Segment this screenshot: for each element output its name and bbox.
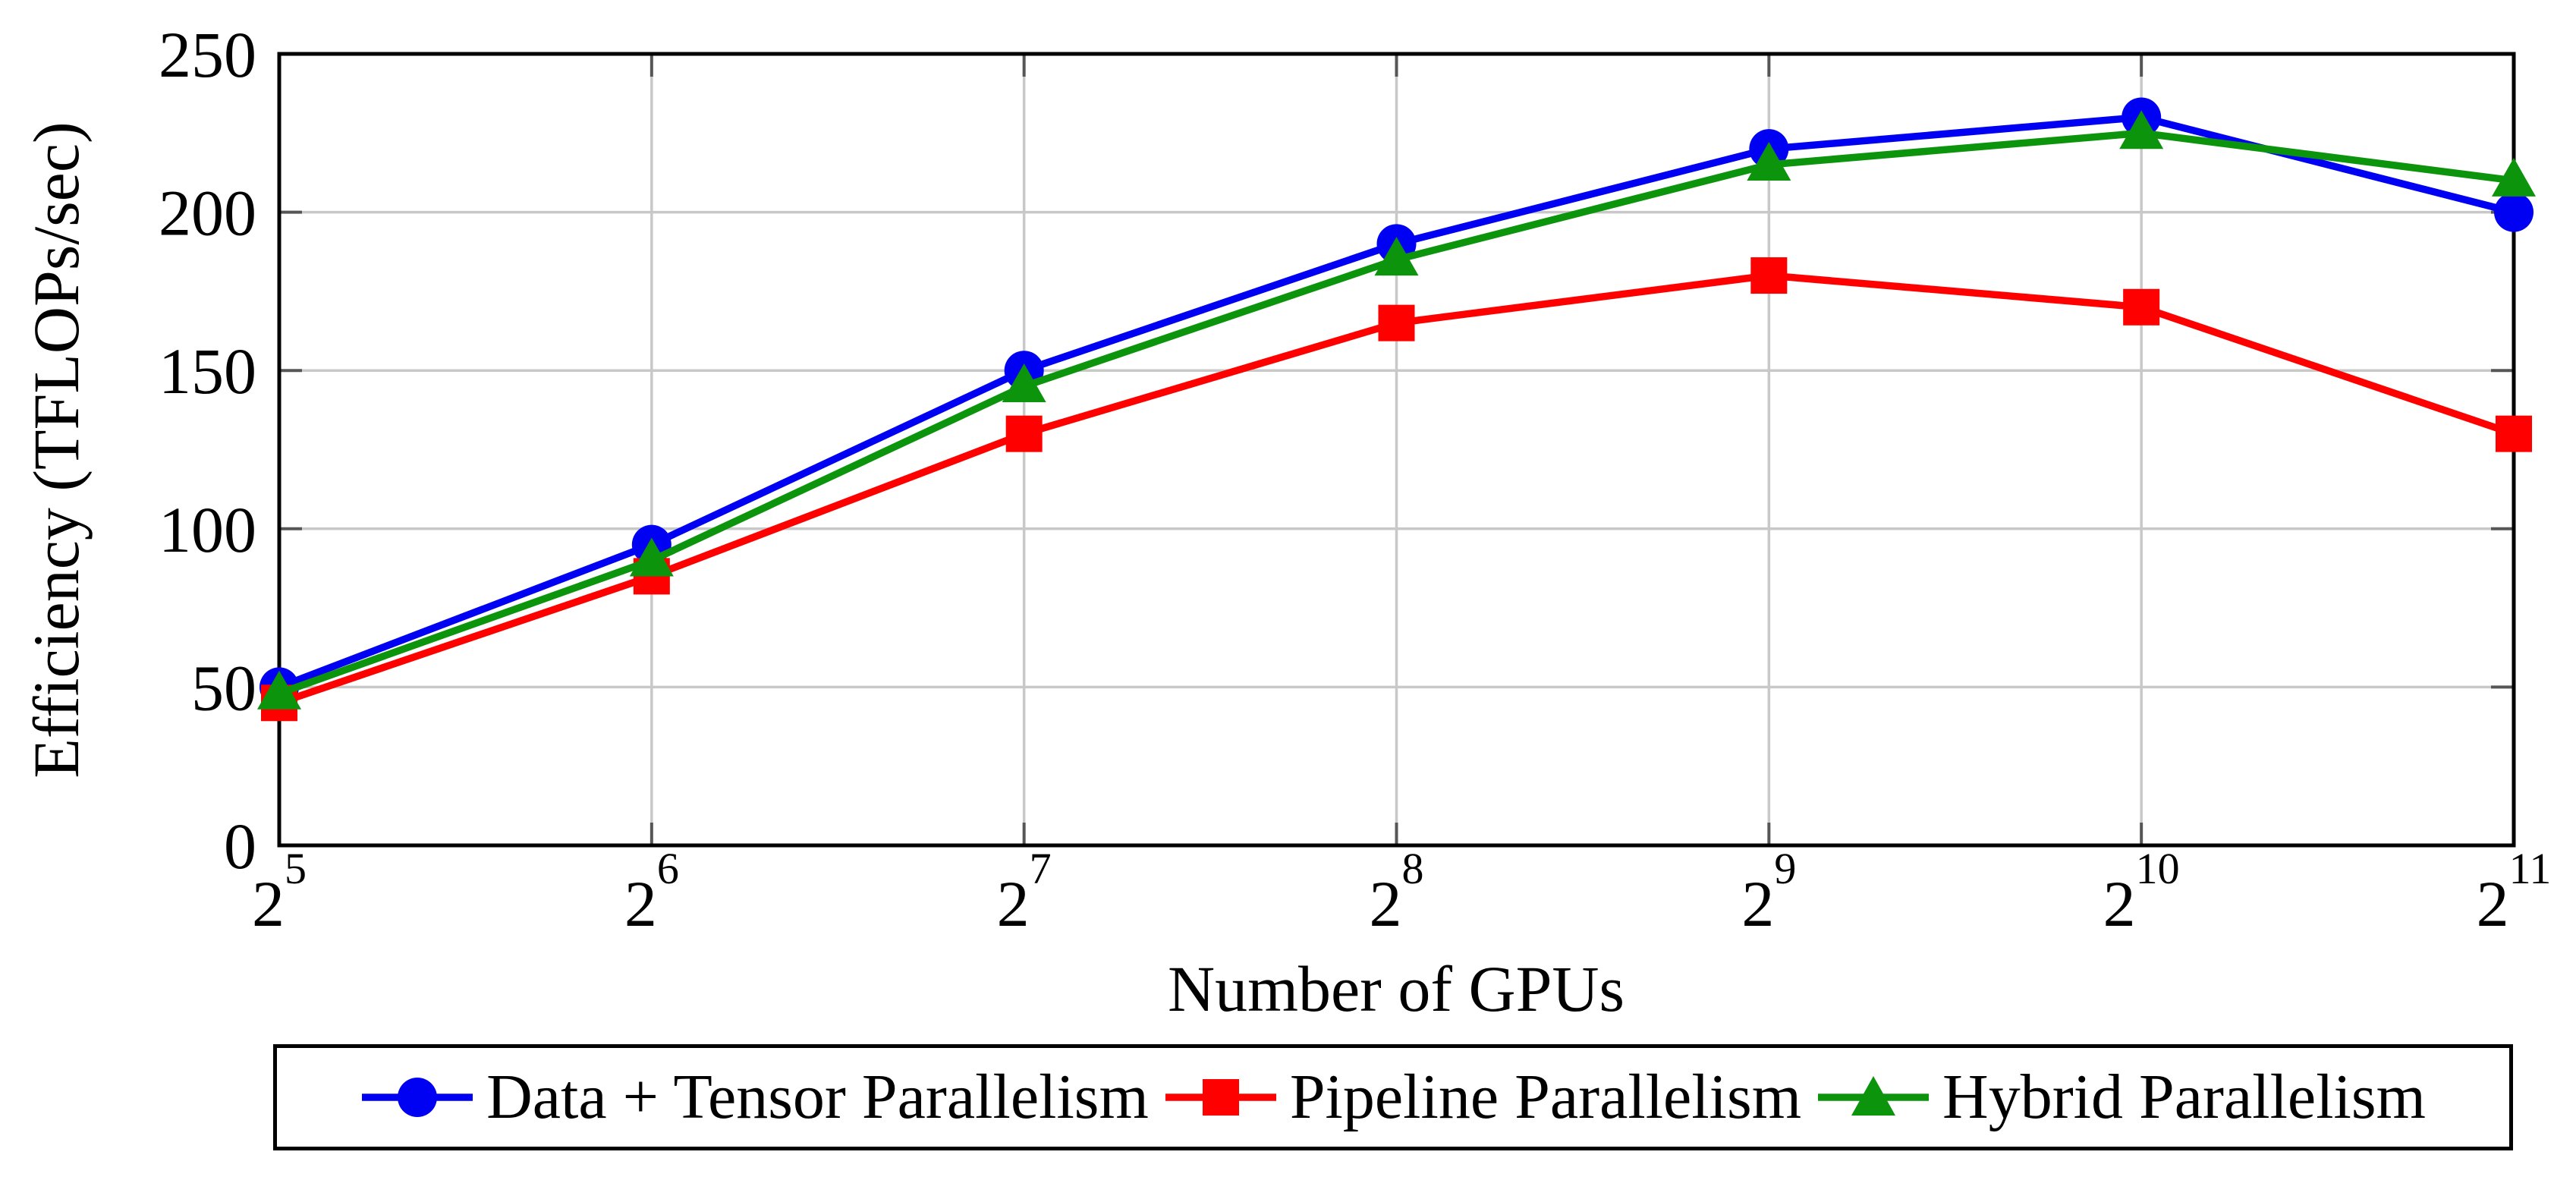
y-tick-label: 50 — [191, 651, 256, 724]
y-tick-label: 250 — [159, 18, 256, 91]
data-point-marker — [1750, 257, 1788, 294]
legend-item-data-tensor: Data + Tensor Parallelism — [360, 1065, 1149, 1129]
data-point-marker — [257, 670, 301, 710]
y-axis-title: Efficiency (TFLOPs/sec) — [20, 121, 93, 778]
x-axis-title: Number of GPUs — [1168, 952, 1625, 1025]
data-point-marker — [629, 537, 674, 577]
data-point-marker — [2123, 288, 2160, 326]
x-tick-label: 26 — [624, 844, 679, 940]
legend-label: Hybrid Parallelism — [1942, 1062, 2426, 1132]
data-point-marker — [1374, 237, 1419, 276]
x-tick-label: 210 — [2103, 844, 2180, 940]
legend-marker-triangle-icon — [1818, 1076, 1930, 1116]
data-point-marker — [2494, 192, 2534, 232]
y-tick-label: 0 — [224, 810, 256, 883]
legend-marker-square-icon — [1165, 1079, 1276, 1116]
data-series — [257, 97, 2536, 722]
x-tick-label: 27 — [997, 844, 1052, 940]
x-tick-label: 25 — [252, 844, 307, 940]
legend: Data + Tensor Parallelism Pipeline Paral… — [273, 1044, 2513, 1150]
data-point-marker — [1747, 142, 1791, 181]
legend-item-hybrid: Hybrid Parallelism — [1816, 1065, 2426, 1129]
data-point-marker — [1005, 415, 1043, 452]
legend-marker-circle-icon — [362, 1078, 473, 1117]
y-tick-labels: 0 50 100 150 200 250 — [159, 18, 256, 883]
gridlines — [279, 54, 2514, 845]
legend-label: Pipeline Parallelism — [1289, 1062, 1802, 1132]
data-point-marker — [2496, 415, 2532, 452]
axis-tick-marks — [279, 54, 2514, 845]
y-tick-label: 150 — [159, 335, 256, 408]
data-point-marker — [2119, 110, 2164, 149]
x-tick-label: 211 — [2477, 844, 2552, 940]
data-point-marker — [1378, 304, 1415, 341]
x-tick-labels: 25 26 27 28 29 210 211 — [252, 844, 2551, 940]
legend-item-pipeline: Pipeline Parallelism — [1164, 1065, 1801, 1129]
x-tick-label: 28 — [1370, 844, 1424, 940]
data-point-marker — [2492, 157, 2536, 197]
legend-label: Data + Tensor Parallelism — [486, 1062, 1149, 1132]
y-tick-label: 100 — [159, 493, 256, 566]
data-point-marker — [1002, 363, 1046, 403]
x-tick-label: 29 — [1741, 844, 1796, 940]
y-tick-label: 200 — [159, 177, 256, 250]
